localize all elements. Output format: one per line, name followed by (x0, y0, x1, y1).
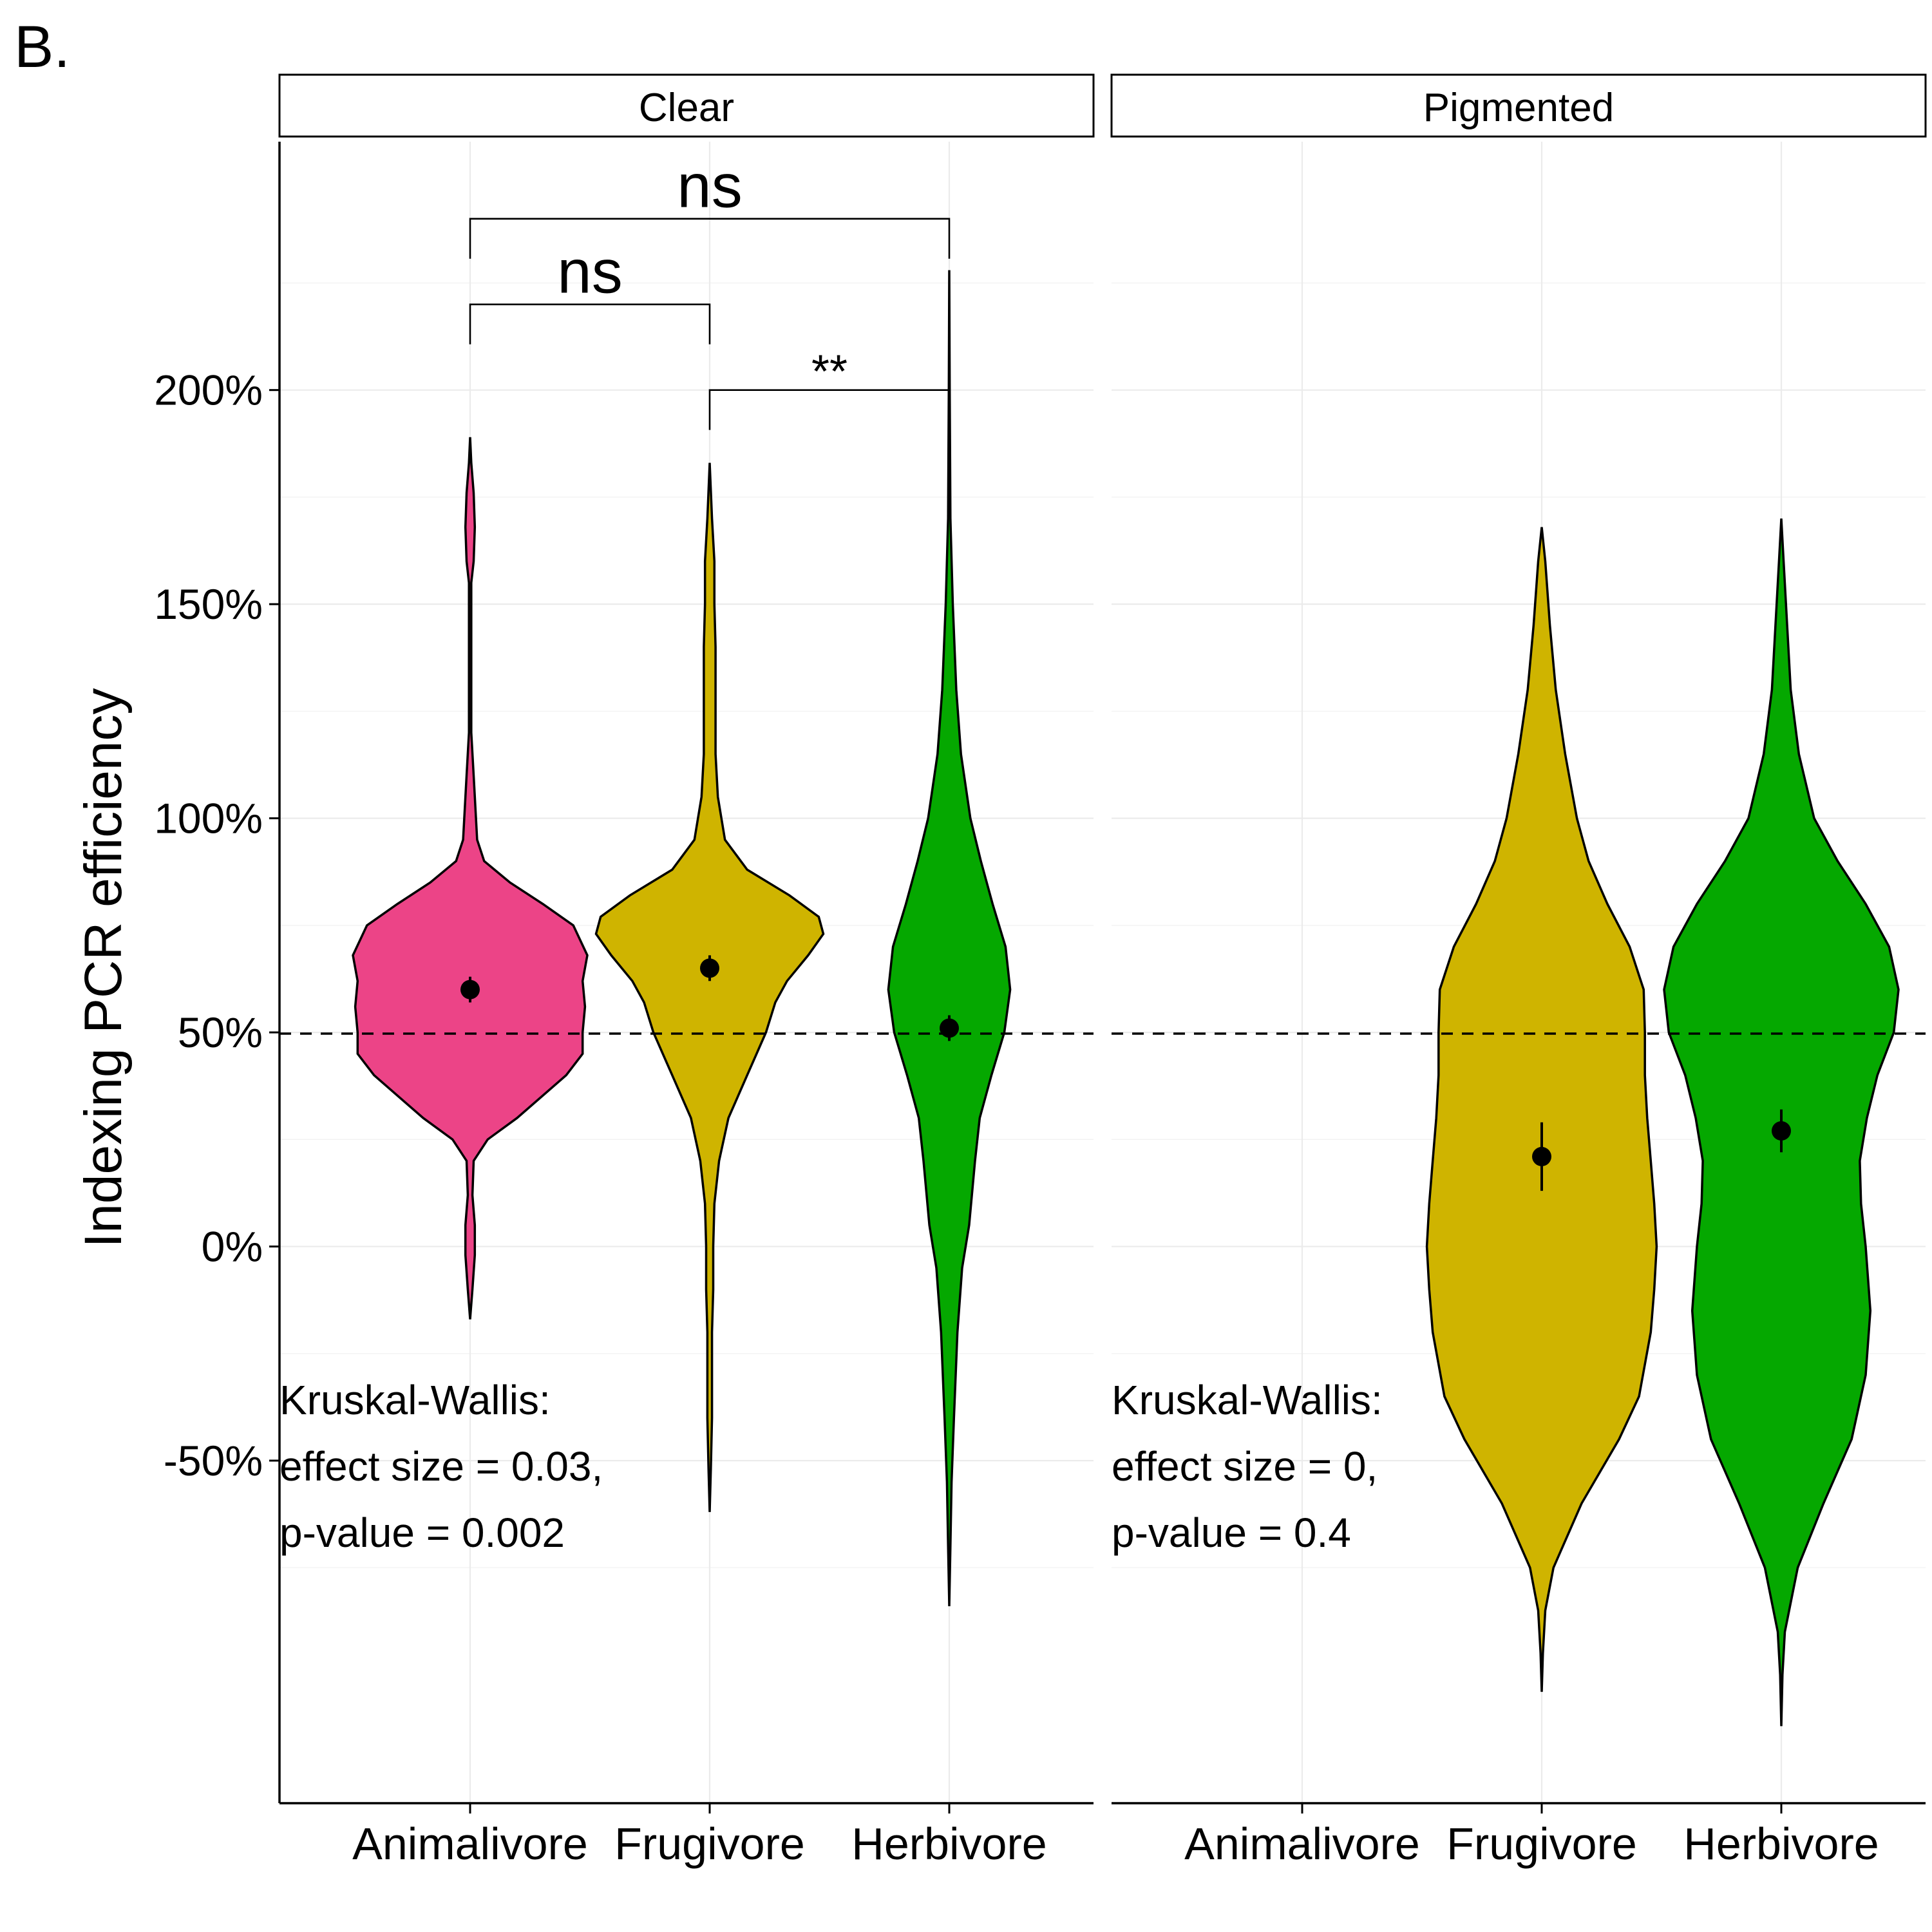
mean-point (940, 1018, 959, 1038)
mean-points (460, 955, 959, 1041)
y-tick-label: 100% (154, 795, 263, 842)
stat-test-label: Kruskal-Wallis: (279, 1377, 551, 1423)
axis-lines (278, 142, 1094, 1804)
x-tick-label: Animalivore (1184, 1819, 1420, 1869)
y-tick-label: 200% (154, 366, 263, 414)
stat-effect-size: effect size = 0, (1112, 1443, 1378, 1490)
kruskal-wallis-annotation: Kruskal-Wallis: effect size = 0, p-value… (1112, 1377, 1383, 1556)
y-axis-title: Indexing PCR efficiency (74, 688, 133, 1247)
stat-effect-size: effect size = 0.03, (279, 1443, 603, 1490)
x-tick-label: Herbivore (851, 1819, 1046, 1869)
violins (352, 270, 1012, 1607)
facet-clear: Clear ns ** ns Kruskal-Wallis: effect size… (278, 73, 1095, 1869)
y-tick-label: 150% (154, 580, 263, 628)
facet-strip-box (1110, 73, 1927, 138)
facet-strip-label: Clear (639, 86, 734, 130)
significance-label: ** (811, 346, 848, 398)
violin-frugivore (1425, 527, 1658, 1692)
stat-p-value: p-value = 0.4 (1112, 1510, 1351, 1556)
violin-frugivore (594, 462, 825, 1512)
violin-animalivore (352, 437, 589, 1320)
panel-label: B. (14, 14, 70, 80)
kruskal-wallis-annotation: Kruskal-Wallis: effect size = 0.03, p-va… (279, 1377, 603, 1556)
x-tick-label: Herbivore (1683, 1819, 1879, 1869)
stat-test-label: Kruskal-Wallis: (1112, 1377, 1383, 1423)
x-axis-ticks: Animalivore Frugivore Herbivore (1184, 1803, 1879, 1869)
y-tick-label: 0% (202, 1223, 263, 1271)
x-tick-label: Frugivore (1446, 1819, 1637, 1869)
facet-strip-label: Pigmented (1423, 86, 1614, 130)
stat-p-value: p-value = 0.002 (279, 1510, 565, 1556)
mean-point (460, 980, 480, 999)
facet-strip-box (278, 73, 1095, 138)
significance-bracket (708, 389, 951, 430)
significance-label: ns (677, 152, 742, 221)
y-tick-label: 50% (178, 1009, 263, 1056)
violins (1425, 518, 1900, 1727)
mean-point (700, 958, 719, 978)
mean-point (1772, 1121, 1791, 1141)
mean-points (1532, 1109, 1791, 1191)
y-tick-label: -50% (164, 1437, 263, 1484)
x-tick-label: Frugivore (614, 1819, 805, 1869)
x-axis-ticks: Animalivore Frugivore Herbivore (352, 1803, 1047, 1869)
mean-point (1532, 1146, 1551, 1166)
significance-brackets: ns ** ns (469, 152, 951, 430)
significance-bracket (469, 303, 711, 345)
significance-label: ns (557, 238, 622, 307)
y-axis: -50% 0% 50% 100% 150% 200% (154, 366, 279, 1484)
facet-pigmented: Pigmented Kruskal-Wallis: effect size = … (1110, 73, 1927, 1869)
significance-bracket (469, 218, 951, 259)
x-tick-label: Animalivore (352, 1819, 588, 1869)
violin-herbivore (887, 270, 1012, 1607)
